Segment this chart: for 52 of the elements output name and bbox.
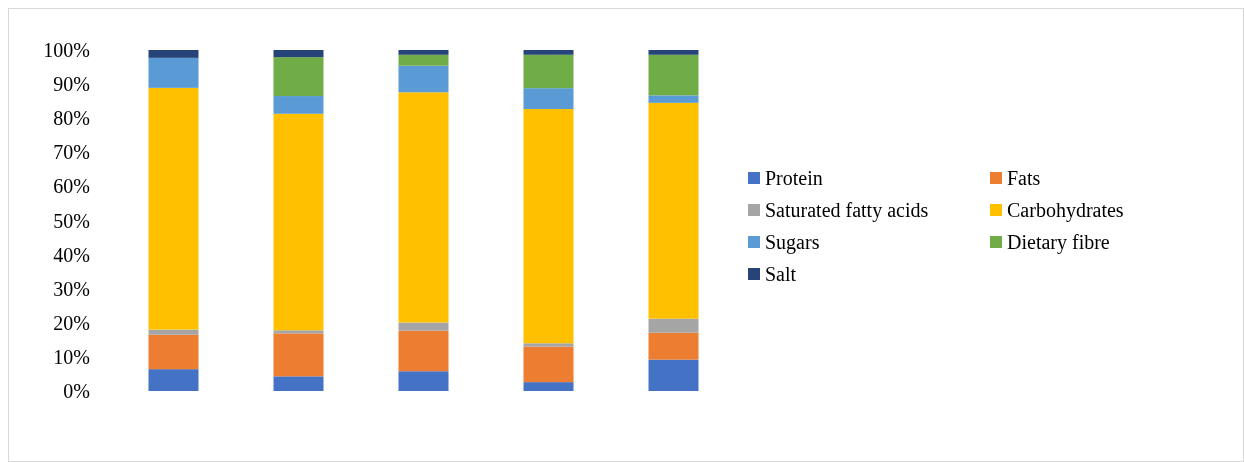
bar — [398, 330, 449, 372]
y-tick-label: 70% — [53, 141, 90, 164]
bar — [148, 369, 199, 391]
y-tick-label: 10% — [53, 345, 90, 368]
bar — [398, 371, 449, 391]
bar — [273, 96, 324, 114]
bar — [648, 318, 699, 333]
bar — [148, 50, 199, 58]
bar — [273, 330, 324, 334]
legend-label: Saturated fatty acids — [765, 199, 929, 222]
y-tick-label: 50% — [53, 209, 90, 232]
bar — [273, 50, 324, 58]
bar — [273, 113, 324, 331]
y-tick-label: 0% — [63, 380, 90, 402]
bar — [273, 57, 324, 97]
bar — [148, 87, 199, 330]
y-tick-label: 20% — [53, 311, 90, 334]
bar — [648, 332, 699, 360]
y-tick-label: 60% — [53, 175, 90, 198]
y-tick-label: 90% — [53, 73, 90, 96]
bar — [648, 102, 699, 319]
legend-label: Carbohydrates — [1007, 199, 1124, 222]
legend-label: Fats — [1007, 167, 1041, 189]
bar — [523, 50, 574, 55]
bar — [148, 329, 199, 335]
y-tick-label: 80% — [53, 107, 90, 130]
y-tick-label: 100% — [43, 39, 90, 61]
bar — [648, 95, 699, 103]
bar — [523, 108, 574, 344]
legend-label: Protein — [765, 167, 823, 189]
bar — [148, 334, 199, 370]
bar — [148, 57, 199, 88]
bar — [648, 50, 699, 55]
bar — [398, 65, 449, 93]
bar — [273, 376, 324, 391]
y-tick-label: 30% — [53, 277, 90, 300]
bar — [398, 50, 449, 55]
bar — [398, 92, 449, 323]
legend-label: Salt — [765, 263, 797, 285]
bar — [523, 346, 574, 383]
bar — [523, 54, 574, 89]
legend-label: Sugars — [765, 231, 820, 254]
y-tick-label: 40% — [53, 243, 90, 266]
bar — [398, 322, 449, 331]
legend-label: Dietary fibre — [1007, 231, 1110, 254]
bar — [523, 382, 574, 391]
bar — [523, 88, 574, 109]
bar — [648, 359, 699, 391]
bar — [398, 54, 449, 66]
bar — [273, 333, 324, 377]
bar — [648, 54, 699, 96]
bar — [523, 343, 574, 347]
